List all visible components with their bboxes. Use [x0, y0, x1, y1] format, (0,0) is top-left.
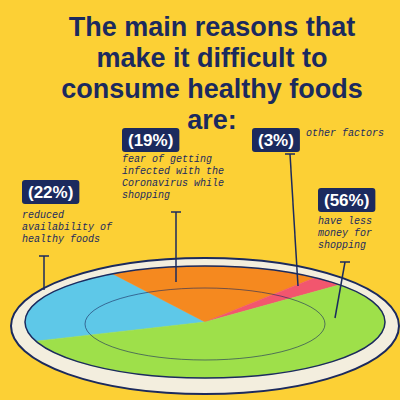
leader-tick — [340, 261, 350, 263]
leader-line — [43, 256, 45, 290]
leader-line — [290, 154, 298, 286]
value-label: (22%) — [28, 183, 73, 202]
category-label: reducedavailability ofhealthy foods — [22, 210, 113, 245]
value-label: (56%) — [324, 191, 369, 210]
title: The main reasons thatmake it difficult t… — [61, 12, 363, 135]
label-box — [252, 128, 300, 152]
label-box — [22, 180, 79, 204]
leader-tick — [171, 211, 181, 213]
value-label: (19%) — [128, 131, 173, 150]
category-label: other factors — [306, 128, 384, 139]
slices — [25, 266, 385, 378]
plate-rim — [11, 258, 399, 394]
leader-line — [175, 212, 177, 282]
leader-tick — [39, 255, 49, 257]
plate-inner — [85, 288, 325, 360]
leader-line — [335, 262, 345, 318]
label-box — [318, 188, 375, 212]
plate-edge — [25, 266, 385, 378]
label-box — [122, 128, 179, 152]
value-label: (3%) — [258, 131, 294, 150]
category-label: have lessmoney forshopping — [318, 216, 372, 251]
category-label: fear of gettinginfected with theCoronavi… — [122, 154, 224, 201]
leader-tick — [285, 153, 295, 155]
chart: The main reasons thatmake it difficult t… — [0, 0, 400, 400]
